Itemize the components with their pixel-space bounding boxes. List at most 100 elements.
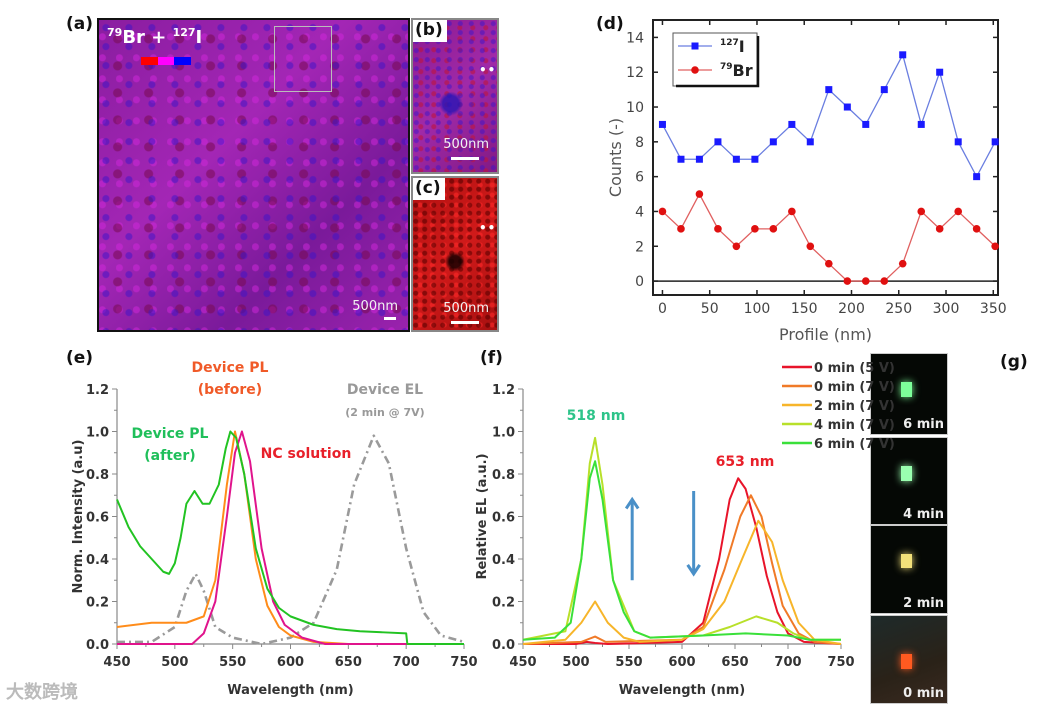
x-tick-label: 700: [393, 655, 420, 670]
x-tick-label: 450: [103, 655, 130, 670]
y-tick-label: 0.6: [86, 511, 109, 526]
series-curve-2: [522, 519, 842, 645]
legend: 0 min (5 V) 0 min (7 V) 2 min (7 V) 4 min (…: [782, 361, 895, 452]
legend-shadow: [676, 36, 760, 88]
data-point-i: [843, 103, 851, 111]
scale-label: 500nm: [443, 137, 489, 152]
data-point-br: [880, 277, 889, 285]
panel-label-c: (c): [413, 178, 445, 200]
data-point-i: [769, 138, 777, 146]
x-axis-label: Wavelength (nm): [619, 683, 745, 698]
y-tick-label: 1.2: [86, 383, 109, 398]
profile-line-marker: ••••: [479, 221, 497, 235]
data-point-i: [899, 51, 907, 59]
data-point-br: [769, 225, 778, 233]
series-line-br: [662, 192, 996, 282]
series-curve-3: [117, 434, 465, 646]
x-tick-label: 600: [668, 655, 695, 670]
x-tick-label: 0: [658, 301, 667, 317]
y-tick-label: 0.4: [86, 553, 109, 568]
legend-label: 127I: [720, 37, 745, 56]
profile-line-marker: ••••: [479, 63, 497, 77]
data-point-i: [991, 138, 999, 146]
data-point-br: [714, 225, 722, 233]
x-tick-label: 550: [615, 655, 642, 670]
zoom-region-box: [274, 26, 332, 92]
legend-label: 0 min (5 V): [814, 361, 895, 376]
data-point-br: [972, 225, 981, 233]
x-tick-label: 650: [721, 655, 748, 670]
legend-marker: [691, 42, 699, 50]
y-tick-label: 0.4: [492, 553, 515, 568]
x-tick-label: 500: [161, 655, 188, 670]
x-tick-label: 300: [933, 301, 960, 317]
legend-marker: [691, 66, 699, 74]
x-tick-label: 50: [701, 301, 719, 317]
data-point-br: [991, 242, 999, 251]
watermark-logo: 大数跨境: [6, 682, 78, 703]
peak-annotation: 653 nm: [716, 454, 775, 470]
element-map-zoom-combined: (b) •••• 500nm: [411, 18, 499, 174]
y-axis-label: Norm. Intensity (a.u): [71, 440, 86, 594]
x-tick-label: 700: [774, 655, 801, 670]
data-point-br: [954, 207, 963, 216]
data-point-br: [732, 242, 741, 251]
data-point-i: [880, 86, 888, 94]
scale-bar: [384, 317, 396, 320]
chart-f: 450 500 550 600 650 700 750 0.0 0.2 0.4 0.6 0.8 1.0 1…: [475, 361, 895, 698]
colorbar-swatch: [141, 57, 158, 65]
emission-spot: [901, 654, 912, 669]
legend-label: 4 min (7 V): [814, 418, 895, 433]
emission-spot: [901, 554, 912, 568]
x-tick-label: 350: [980, 301, 1007, 317]
scale-label: 500nm: [443, 301, 489, 316]
scale-bar: [451, 157, 479, 160]
device-photo: 4 min: [870, 437, 948, 525]
element-map-zoom-br: (c) •••• 500nm: [411, 176, 499, 332]
series-annotation: (2 min @ 7V): [345, 406, 424, 419]
chart-e: 450 500 550 600 650 700 750 0.0 0.2 0.4 0.6 0.8 1.0 1…: [71, 360, 478, 698]
data-point-br: [917, 207, 926, 216]
data-point-br: [788, 207, 796, 216]
panel-label-d: (d): [596, 14, 624, 34]
panel-label-b: (b): [413, 20, 447, 42]
data-point-i: [917, 120, 925, 128]
peak-annotation: 518 nm: [567, 408, 626, 424]
series-annotation: Device PL: [192, 360, 269, 376]
data-point-i: [695, 155, 703, 163]
photo-caption: 2 min: [903, 596, 944, 611]
map-title: 79Br + 127I: [107, 26, 202, 48]
y-tick-label: 0.0: [492, 638, 515, 653]
panel-label-a: (a): [66, 14, 94, 34]
plot-frame: [652, 19, 999, 296]
y-tick-label: 8: [635, 135, 644, 151]
legend-mass: 79: [720, 62, 733, 72]
legend-mass: 127: [720, 38, 739, 48]
y-tick-label: 0: [635, 274, 644, 290]
legend-element: I: [739, 37, 745, 56]
x-tick-label: 550: [219, 655, 246, 670]
data-point-br: [935, 225, 944, 233]
emission-spot: [901, 466, 912, 481]
data-point-i: [788, 120, 796, 128]
data-point-i: [806, 138, 814, 146]
data-point-br: [695, 190, 704, 198]
y-axis-label: Relative EL (a.u.): [475, 453, 490, 579]
y-axis-label: Counts (-): [606, 118, 625, 197]
series-curve-2: [117, 430, 464, 645]
x-tick-label: 750: [827, 655, 854, 670]
series-annotation: (before): [198, 382, 262, 398]
data-point-br: [843, 277, 852, 285]
y-tick-label: 4: [635, 204, 644, 220]
photo-caption: 4 min: [903, 507, 944, 522]
scale-label: 500nm: [352, 299, 398, 314]
data-point-br: [751, 225, 759, 233]
arrow-down-icon: [686, 564, 701, 577]
data-point-i: [825, 86, 833, 94]
chart-d: 0 50 100 150 200 250 300 350 0 2 4 6 8 10 12 14 Profile …: [606, 19, 1007, 344]
series-annotation: Device EL: [347, 382, 423, 398]
x-tick-label: 600: [277, 655, 304, 670]
y-tick-label: 0.8: [492, 468, 515, 483]
data-point-br: [825, 259, 833, 268]
y-tick-label: 10: [626, 100, 644, 116]
